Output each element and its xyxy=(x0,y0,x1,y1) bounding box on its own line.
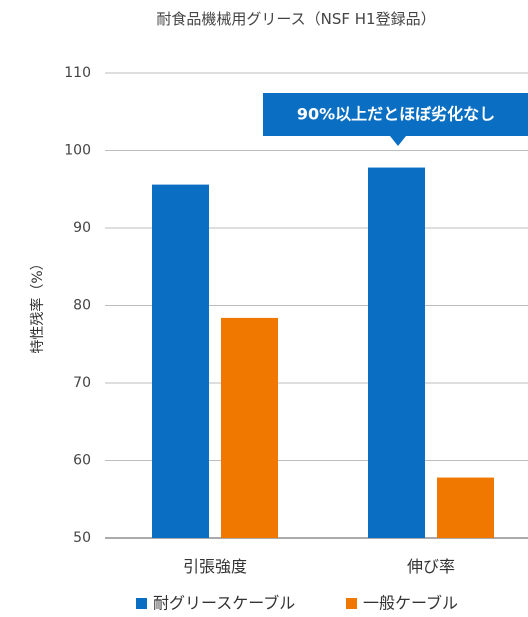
x-tick-label: 引張強度 xyxy=(183,557,247,576)
chart-title: 耐食品機械用グリース（NSF H1登録品） xyxy=(156,10,435,28)
bar xyxy=(437,477,494,538)
bar xyxy=(152,184,209,538)
legend-label: 一般ケーブル xyxy=(363,594,458,613)
legend-swatch xyxy=(346,598,357,609)
callout-box xyxy=(263,93,528,136)
x-tick-label: 伸び率 xyxy=(407,557,455,576)
y-tick-label: 90 xyxy=(73,220,91,236)
y-tick-label: 60 xyxy=(73,453,91,469)
bar xyxy=(221,317,278,538)
y-tick-label: 100 xyxy=(64,143,91,159)
callout-pointer xyxy=(390,136,406,146)
callout-text: 90%以上だとほぼ劣化なし xyxy=(297,105,495,124)
y-tick-label: 70 xyxy=(73,375,91,391)
y-axis-label: 特性残率（%） xyxy=(29,256,46,353)
legend-swatch xyxy=(136,598,147,609)
y-tick-label: 110 xyxy=(64,65,91,81)
y-tick-label: 50 xyxy=(73,530,91,546)
y-tick-label: 80 xyxy=(73,298,91,314)
legend-label: 耐グリースケーブル xyxy=(153,594,295,613)
bar xyxy=(368,167,425,539)
